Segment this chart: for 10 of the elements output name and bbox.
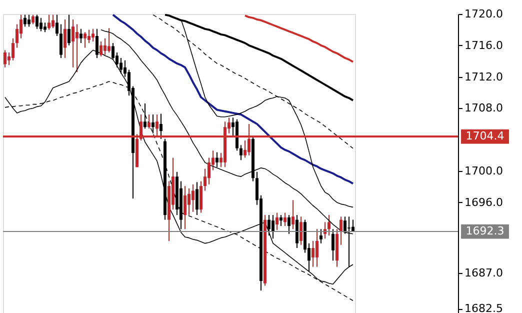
ref-line-label: 1692.3 — [466, 224, 504, 238]
y-tick-label: 1720.0 — [464, 8, 503, 20]
y-tick-label: 1687.0 — [464, 266, 503, 280]
y-tick-label: 1700.0 — [464, 164, 503, 178]
y-tick-label: 1712.0 — [464, 70, 503, 84]
y-tick-label: 1696.0 — [464, 196, 503, 209]
y-tick-label: 1682.5 — [464, 302, 503, 313]
ref-line-label: 1704.4 — [466, 130, 504, 143]
y-tick-label: 1716.0 — [464, 38, 503, 52]
y-tick-label: 1708.0 — [464, 102, 503, 115]
